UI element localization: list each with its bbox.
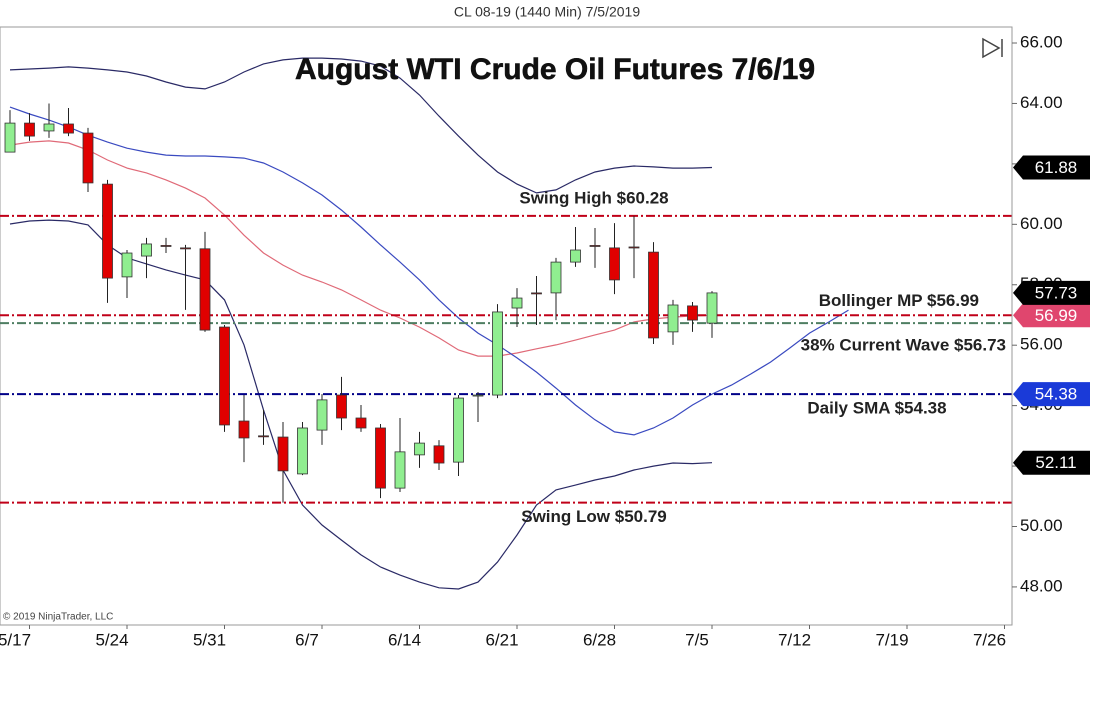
y-tick-label: 66.00 [1020,32,1063,51]
price-marker [1013,280,1090,305]
candle-body [43,123,55,132]
candle-body [550,261,562,294]
price-marker [1013,382,1090,407]
indicator-line [9,57,713,194]
chart-header: CL 08-19 (1440 Min) 7/5/2019 [454,4,640,20]
candle-body [63,123,74,134]
x-tick-label: 6/14 [388,630,421,649]
candle-body [394,451,406,489]
candle-body [667,304,679,333]
price-marker-label: 61.88 [1035,158,1078,177]
candle-body [277,436,289,472]
play-icon[interactable] [982,37,1003,59]
y-tick-label: 56.00 [1020,335,1063,354]
x-tick-label: 6/7 [295,630,319,649]
candle-body [297,427,308,475]
level-label: 38% Current Wave $56.73 [801,336,1006,355]
x-tick-label: 7/5 [685,630,709,649]
candle-body [531,292,542,295]
copyright: © 2019 NinjaTrader, LLC [3,612,113,623]
plot-layer [0,57,1012,590]
candle-body [82,132,94,184]
price-marker-label: 56.99 [1035,306,1078,325]
x-tick-label: 6/21 [485,630,518,649]
candle-body [258,435,269,438]
candle-body [160,245,172,247]
front-layer: 48.0050.0052.0054.0056.0058.0060.0062.00… [0,27,1090,649]
candle-body [238,420,250,439]
x-tick-label: 5/24 [95,630,128,649]
price-marker-label: 57.73 [1035,283,1078,302]
x-tick-label: 5/31 [193,630,226,649]
candle-body [4,122,16,153]
candle-body [472,394,484,397]
candle-body [453,397,464,463]
candle-body [433,445,445,464]
price-marker-label: 54.38 [1035,385,1078,404]
candle-body [414,442,425,456]
candle-body [102,183,113,279]
y-tick-label: 60.00 [1020,214,1063,233]
x-tick-label: 5/17 [0,630,31,649]
candle-body [706,292,718,324]
level-label: Daily SMA $54.38 [807,399,946,418]
indicator-line [9,140,713,357]
level-label: Swing High $60.28 [519,188,668,207]
level-label: Bollinger MP $56.99 [819,291,979,310]
candle-body [121,252,133,278]
candle-body [511,297,523,309]
candle-body [219,326,230,426]
candle-body [199,248,211,331]
y-tick-label: 64.00 [1020,93,1063,112]
y-tick-label: 50.00 [1020,516,1063,535]
candle-body [375,427,386,489]
level-label: Swing Low $50.79 [521,507,667,526]
candle-body [336,394,347,419]
candle-body [609,247,620,281]
plot-area [0,26,1013,626]
candle-body [316,399,328,431]
x-tick-label: 7/12 [778,630,811,649]
candle-body [141,243,152,257]
candle-body [355,417,367,429]
indicator-line [9,106,849,436]
price-marker [1013,155,1090,180]
candle-body [24,122,35,137]
candle-body [492,311,503,396]
candle-body [628,246,640,249]
candle-body [589,245,601,247]
x-tick-label: 7/19 [875,630,908,649]
candle-body [180,247,191,250]
candle-body [570,249,581,263]
chart-title: August WTI Crude Oil Futures 7/6/19 [295,53,815,86]
price-marker-label: 52.11 [1035,453,1076,472]
x-tick-label: 7/26 [973,630,1006,649]
candle-body [648,251,659,339]
candle-body [687,305,698,321]
price-marker [1013,450,1090,475]
x-tick-label: 6/28 [583,630,616,649]
y-tick-label: 48.00 [1020,576,1063,595]
price-marker [1013,303,1090,328]
